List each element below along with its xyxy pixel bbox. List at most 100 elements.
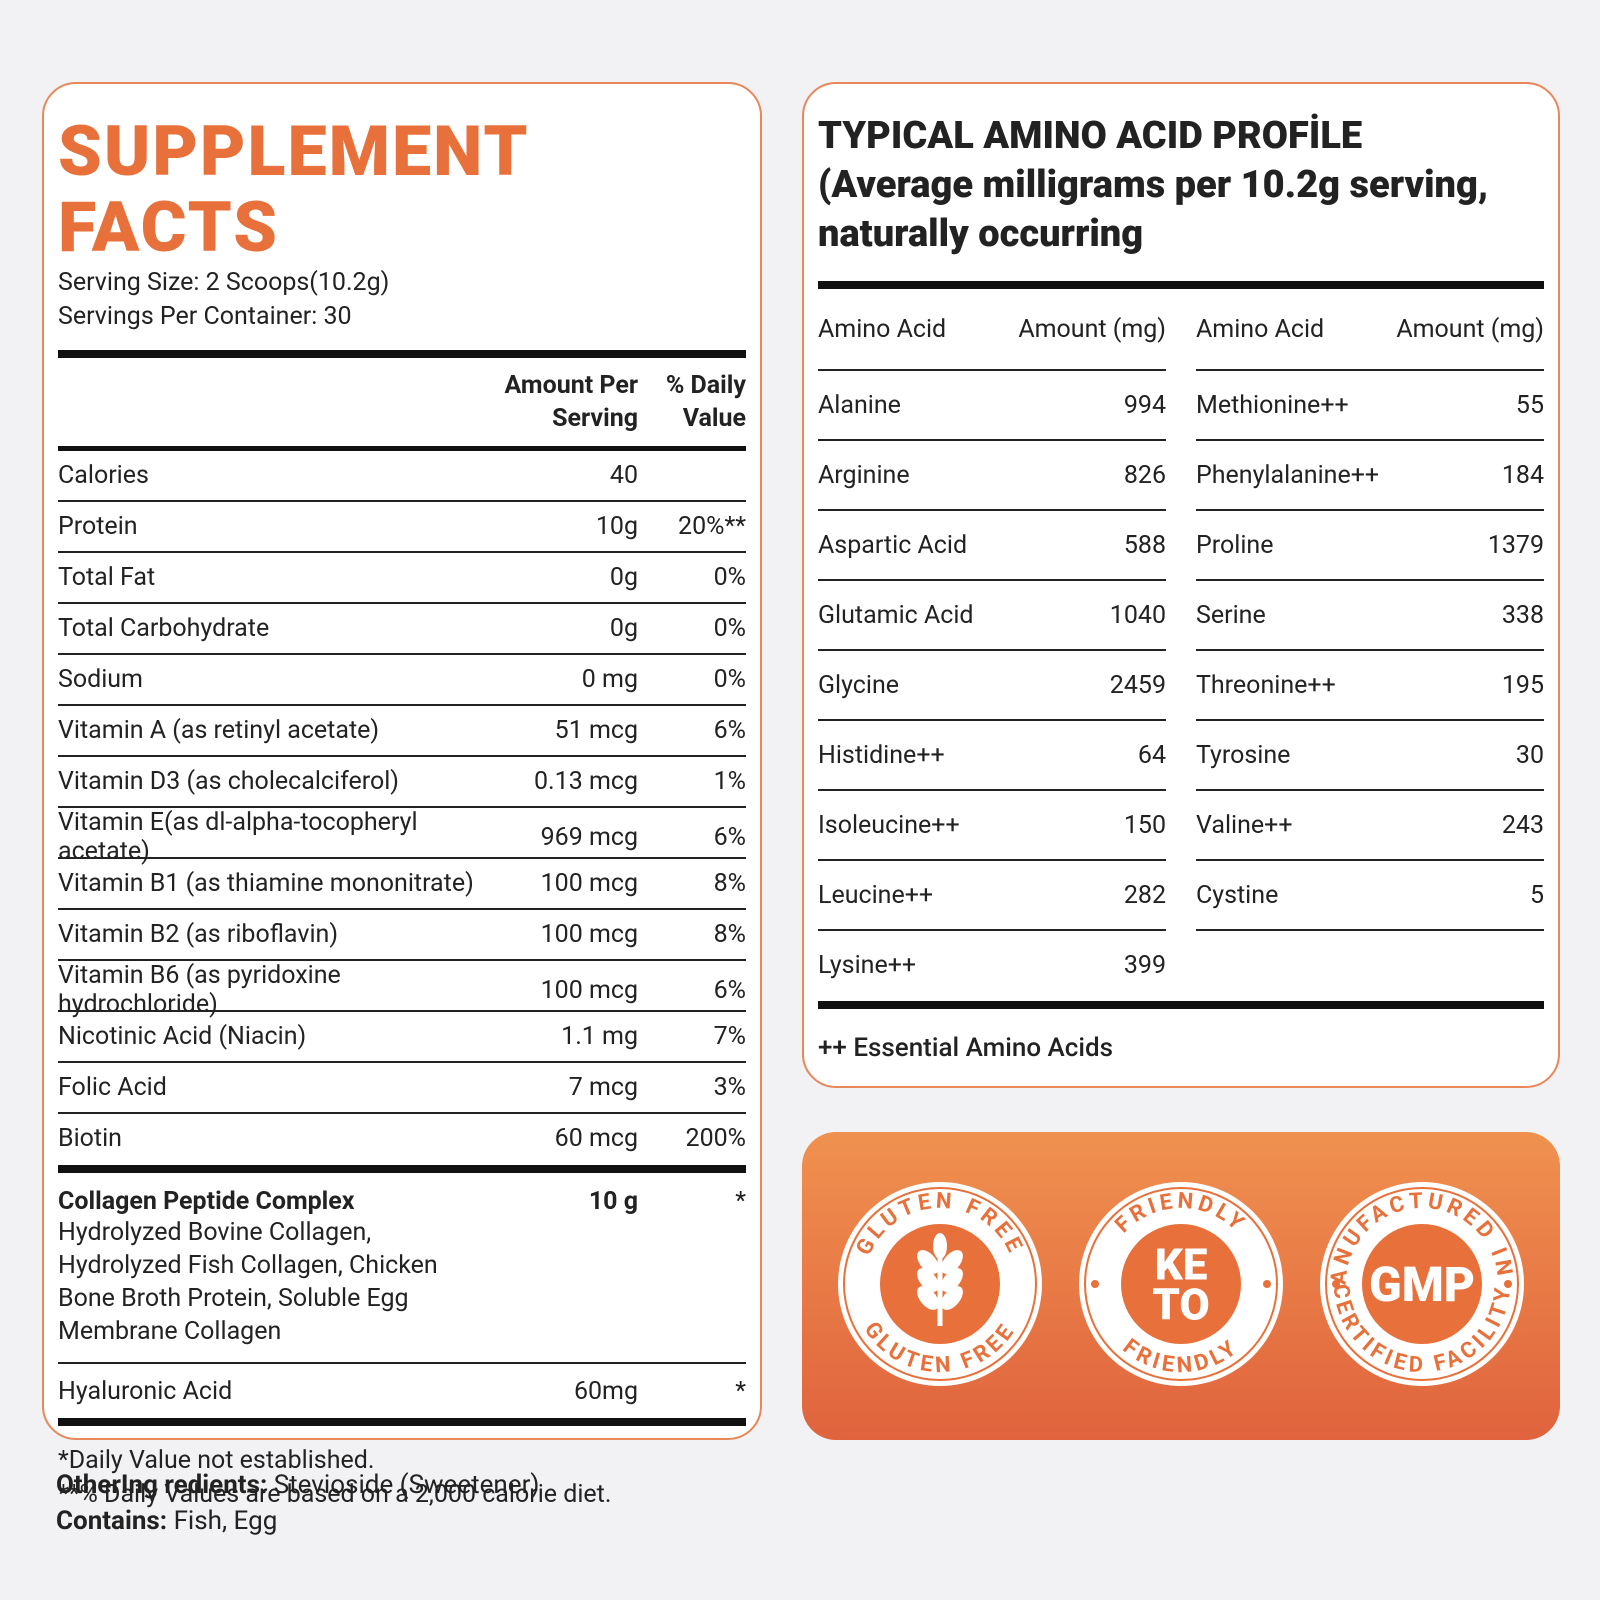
dv: 8% <box>713 920 746 949</box>
amount: 969 mcg <box>540 822 638 852</box>
amino-row: Lysine++ 399 <box>818 931 1166 999</box>
amount: 10g <box>595 512 638 541</box>
name: Hyaluronic Acid <box>58 1376 233 1406</box>
row: Nicotinic Acid (Niacin) 1.1 mg 7% <box>58 1012 746 1063</box>
amino-name: Lysine++ <box>818 950 917 980</box>
amino-row: Arginine 826 <box>818 441 1166 511</box>
row: Calories 40 <box>58 451 746 502</box>
footnotes: *Daily Value not established. **% Daily … <box>58 1426 746 1512</box>
dv: 6% <box>713 822 746 852</box>
name: Nicotinic Acid (Niacin) <box>58 1022 307 1051</box>
row: Biotin 60 mcg 200% <box>58 1114 746 1163</box>
badge-ring <box>843 1187 1037 1381</box>
badge-center: KE <box>1155 1238 1208 1290</box>
name: Biotin <box>58 1124 122 1153</box>
badge-center: TO <box>1152 1278 1210 1330</box>
amino-row: Leucine++ 282 <box>818 861 1166 931</box>
dv: * <box>735 1187 746 1216</box>
dot <box>1263 1280 1271 1288</box>
amino-name: Proline <box>1196 530 1274 560</box>
amino-columns: Amino Acid Amount (mg) Alanine 994 Arginine 8… <box>818 289 1544 999</box>
amino-row: Histidine++ 64 <box>818 721 1166 791</box>
row: Vitamin B2 (as riboflavin) 100 mcg 8% <box>58 910 746 961</box>
row: Vitamin A (as retinyl acetate) 51 mcg 6% <box>58 706 746 757</box>
amino-row: Valine++ 243 <box>1196 791 1544 861</box>
amino-amount: 282 <box>1123 880 1166 910</box>
amino-header: Amino Acid Amount (mg) <box>818 289 1166 371</box>
serving-size: Serving Size: 2 Scoops(10.2g) <box>58 268 390 297</box>
amino-amount: 184 <box>1501 460 1544 490</box>
amino-name: Valine++ <box>1196 810 1293 840</box>
complex-row: Collagen Peptide Complex 10 g * Hydrolyz… <box>58 1173 746 1364</box>
value: Fish, Egg <box>173 1506 278 1536</box>
header: Amount Per Serving <box>504 371 638 433</box>
other-ingredients: OtherIng redients: Stevioside (Sweetener… <box>56 1470 539 1500</box>
wheat-grain <box>917 1268 939 1292</box>
amino-row: Isoleucine++ 150 <box>818 791 1166 861</box>
dv: 8% <box>713 869 746 898</box>
rule <box>58 350 746 358</box>
amino-name: Glycine <box>818 670 900 700</box>
amino-amount: 1040 <box>1109 600 1166 630</box>
label: OtherIng redients: <box>56 1470 268 1500</box>
amino-name: Arginine <box>818 460 910 490</box>
name: Vitamin A (as retinyl acetate) <box>58 716 380 745</box>
amino-name: Leucine++ <box>818 880 934 910</box>
amino-row: Glycine 2459 <box>818 651 1166 721</box>
header: % Daily Value <box>665 371 746 433</box>
name: Folic Acid <box>58 1073 167 1102</box>
wheat-grain <box>941 1286 963 1310</box>
wheat-grain <box>933 1233 947 1259</box>
row: Hyaluronic Acid 60mg * <box>58 1364 746 1418</box>
amount: 1.1 mg <box>561 1022 638 1051</box>
description: Hydrolyzed Bovine Collagen, Hydrolyzed F… <box>58 1218 438 1346</box>
badge-ring <box>1325 1187 1519 1381</box>
wheat-grain <box>917 1286 939 1310</box>
name: Vitamin B1 (as thiamine mononitrate) <box>58 869 474 898</box>
amino-name: Alanine <box>818 390 901 420</box>
amino-subtitle: (Average milligrams per 10.2g serving, n… <box>818 163 1489 256</box>
amino-name: Cystine <box>1196 880 1279 910</box>
rule <box>58 446 746 451</box>
dv: 6% <box>713 716 746 745</box>
amino-name: Aspartic Acid <box>818 530 968 560</box>
dot <box>1091 1280 1099 1288</box>
amount: 7 mcg <box>568 1073 638 1102</box>
badge-inner <box>1121 1224 1241 1344</box>
rule <box>818 1001 1544 1009</box>
amount: 100 mcg <box>540 920 638 949</box>
badge-inner <box>1362 1224 1482 1344</box>
amino-footnote: ++ Essential Amino Acids <box>818 1033 1114 1063</box>
row: Total Carbohydrate 0g 0% <box>58 604 746 655</box>
amino-amount: 338 <box>1501 600 1544 630</box>
amount: 0.13 mcg <box>534 767 638 796</box>
amino-row: Alanine 994 <box>818 371 1166 441</box>
amino-amount: 5 <box>1529 880 1544 910</box>
header: Amino Acid <box>818 314 947 344</box>
rule <box>818 281 1544 289</box>
row: Folic Acid 7 mcg 3% <box>58 1063 746 1114</box>
amino-row: Cystine 5 <box>1196 861 1544 931</box>
name: Collagen Peptide Complex <box>58 1187 355 1216</box>
name: Total Fat <box>58 563 156 592</box>
amino-card: TYPICAL AMINO ACID PROFİLE (Average mill… <box>802 82 1560 1088</box>
amino-name: Histidine++ <box>818 740 945 770</box>
footnote: *Daily Value not established. <box>58 1446 375 1475</box>
amino-row: Tyrosine 30 <box>1196 721 1544 791</box>
name: Sodium <box>58 665 143 694</box>
amino-amount: 150 <box>1123 810 1166 840</box>
dot <box>1332 1280 1340 1288</box>
amino-row: Phenylalanine++ 184 <box>1196 441 1544 511</box>
amino-title: TYPICAL AMINO ACID PROFİLE <box>818 114 1363 158</box>
amino-amount: 2459 <box>1109 670 1166 700</box>
row: Total Fat 0g 0% <box>58 553 746 604</box>
amino-name: Glutamic Acid <box>818 600 974 630</box>
amount: 60 mcg <box>554 1124 638 1153</box>
header: Amino Acid <box>1196 314 1325 344</box>
dv: 200% <box>685 1124 746 1153</box>
value: Stevioside (Sweetener) <box>273 1470 540 1500</box>
dv: 1% <box>713 767 746 796</box>
name: Vitamin D3 (as cholecalciferol) <box>58 767 400 796</box>
